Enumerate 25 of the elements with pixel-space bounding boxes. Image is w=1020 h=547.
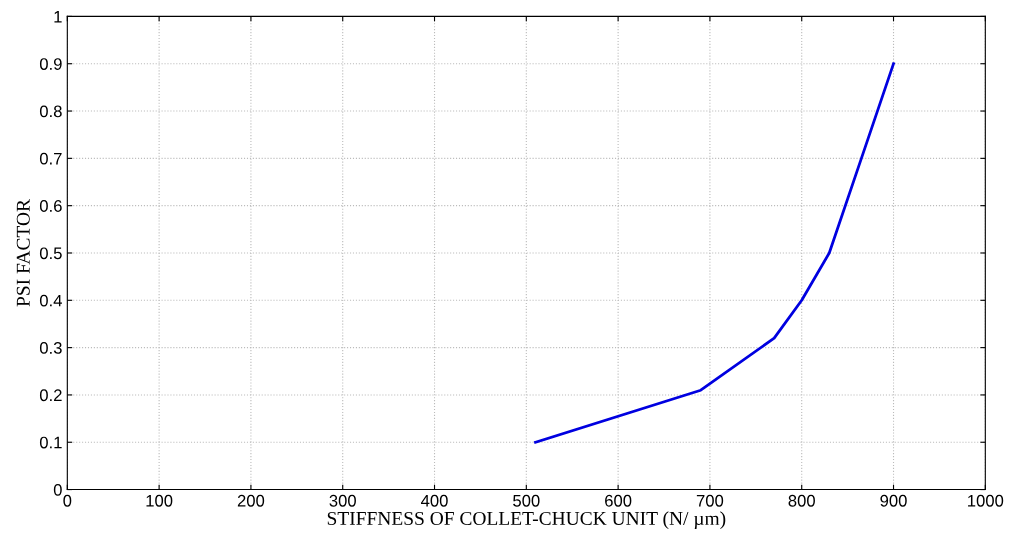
y-tick-label: 0.2: [39, 389, 62, 402]
line-series: [534, 62, 895, 444]
y-tick-label: 0.9: [39, 58, 62, 70]
x-tick-label: 700: [696, 494, 724, 507]
y-tick-label: 0.1: [39, 436, 62, 449]
x-tick-label: 1000: [968, 494, 1004, 507]
x-tick-label: 800: [788, 494, 815, 507]
y-axis-title: PSI FACTOR: [16, 199, 30, 307]
y-tick-label: 0: [53, 483, 62, 496]
y-tick-label: 0.8: [39, 105, 62, 118]
x-tick-label: 500: [513, 494, 540, 507]
x-tick-label: 300: [329, 494, 356, 507]
x-tick-label: 200: [237, 494, 265, 507]
x-tick-label: 600: [605, 494, 632, 507]
y-tick-label: 0.4: [39, 294, 62, 307]
y-tick-label: 0.3: [39, 342, 62, 354]
y-tick-label: 1: [54, 10, 62, 23]
x-tick-label: 900: [880, 494, 907, 507]
x-tick-label: 0: [63, 494, 72, 507]
x-tick-label: 100: [146, 494, 173, 507]
y-tick-label: 0.6: [39, 200, 62, 212]
x-tick-label: 400: [421, 494, 448, 507]
y-tick-label: 0.7: [39, 152, 62, 165]
y-tick-label: 0.5: [39, 247, 62, 260]
x-axis-title: STIFFNESS OF COLLET-CHUCK UNIT (N/ µm): [327, 511, 726, 529]
